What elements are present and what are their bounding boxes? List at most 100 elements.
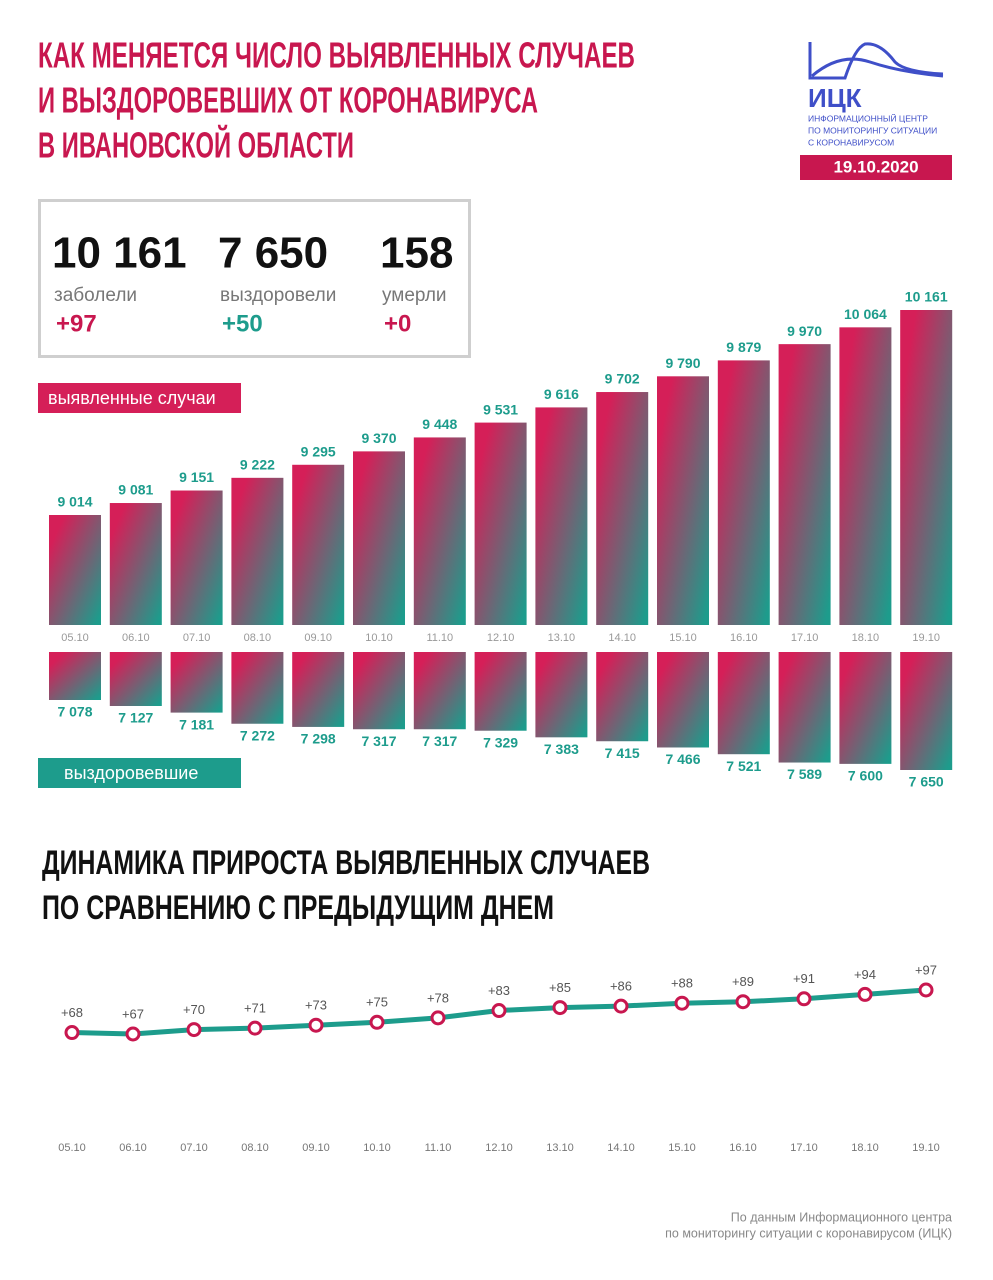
bar [839, 652, 892, 764]
x-tick-label: 16.10 [729, 1142, 757, 1154]
x-tick-label: 19.10 [912, 1142, 940, 1154]
value-label: 9 295 [301, 443, 336, 459]
value-label: +67 [122, 1006, 144, 1021]
value-label: +94 [854, 967, 876, 982]
bar [353, 652, 405, 730]
stat-label: выздоровели [220, 285, 336, 306]
bar [535, 407, 588, 625]
point [735, 994, 751, 1010]
point [796, 991, 812, 1007]
value-label: +71 [244, 1001, 266, 1016]
series-label: выявленные случаи [48, 388, 216, 408]
value-label: 7 181 [179, 716, 214, 732]
bar [170, 490, 223, 625]
value-label: +88 [671, 976, 693, 991]
value-label: 9 790 [665, 355, 700, 371]
title-line: КАК МЕНЯЕТСЯ ЧИСЛО ВЫЯВЛЕННЫХ СЛУЧАЕВ [38, 35, 635, 76]
stat-value: 158 [380, 229, 453, 278]
value-label: 7 298 [301, 731, 336, 747]
series-label: выздоровевшие [64, 763, 198, 783]
logo-text: ИЦК [808, 83, 862, 113]
value-label: 10 161 [905, 289, 948, 305]
bar [596, 392, 649, 625]
bar [231, 477, 284, 625]
bar [292, 652, 345, 727]
x-tick-label: 08.10 [241, 1142, 269, 1154]
date-box [800, 155, 952, 180]
x-tick-label: 09.10 [304, 632, 332, 644]
stat-delta: +97 [56, 310, 97, 337]
point [64, 1025, 80, 1041]
point [247, 1020, 263, 1036]
value-label: +86 [610, 979, 632, 994]
value-label: 7 589 [787, 766, 822, 782]
bar [839, 327, 892, 625]
point [186, 1022, 202, 1038]
bar [717, 360, 770, 625]
value-label: +70 [183, 1002, 205, 1017]
value-label: +97 [915, 962, 937, 977]
value-label: 7 466 [665, 751, 700, 767]
point [613, 998, 629, 1014]
stat-label: заболели [54, 285, 137, 306]
bar [109, 503, 162, 625]
x-tick-label: 05.10 [58, 1142, 86, 1154]
bar [778, 652, 831, 763]
value-label: +75 [366, 995, 388, 1010]
bar [778, 344, 831, 625]
x-tick-label: 09.10 [302, 1142, 330, 1154]
point [491, 1003, 507, 1019]
point [308, 1017, 324, 1033]
stat-value: 7 650 [218, 229, 328, 278]
title-line: В ИВАНОВСКОЙ ОБЛАСТИ [38, 124, 354, 166]
stats-box [38, 199, 471, 358]
value-label: 9 448 [422, 416, 457, 432]
bar [413, 437, 466, 625]
value-label: 9 151 [179, 469, 214, 485]
bar [657, 376, 709, 625]
x-tick-label: 08.10 [244, 632, 272, 644]
x-tick-label: 13.10 [546, 1142, 574, 1154]
value-label: 10 064 [844, 306, 887, 322]
series-label-box [38, 383, 241, 413]
value-label: 7 329 [483, 734, 518, 750]
x-tick-label: 11.10 [425, 1142, 452, 1154]
bar [474, 422, 527, 625]
value-label: +91 [793, 971, 815, 986]
x-tick-label: 06.10 [119, 1142, 147, 1154]
value-label: 9 702 [605, 371, 640, 387]
stat-delta: +0 [384, 310, 411, 337]
x-tick-label: 12.10 [485, 1142, 513, 1154]
x-tick-label: 19.10 [912, 632, 940, 644]
chart-title: ПО СРАВНЕНИЮ С ПРЕДЫДУЩИМ ДНЕМ [42, 889, 554, 927]
value-label: 9 014 [57, 494, 92, 510]
value-label: 7 600 [848, 768, 883, 784]
x-tick-label: 14.10 [607, 1142, 635, 1154]
value-label: +83 [488, 983, 510, 998]
value-label: +89 [732, 974, 754, 989]
x-tick-label: 18.10 [852, 632, 880, 644]
logo-caption: ИНФОРМАЦИОННЫЙ ЦЕНТР [808, 112, 928, 123]
bar [535, 652, 588, 738]
value-label: +68 [61, 1005, 83, 1020]
stat-label: умерли [382, 285, 447, 306]
x-tick-label: 18.10 [851, 1142, 879, 1154]
value-label: 9 222 [240, 457, 275, 473]
logo-caption: ПО МОНИТОРИНГУ СИТУАЦИИ [808, 125, 937, 135]
value-label: +73 [305, 998, 327, 1013]
point [857, 986, 873, 1002]
value-label: 7 127 [118, 710, 153, 726]
stat-value: 10 161 [52, 229, 187, 278]
date: 19.10.2020 [833, 157, 918, 176]
value-label: 7 415 [605, 745, 640, 761]
value-label: 9 970 [787, 323, 822, 339]
bar [717, 652, 770, 755]
bar [413, 652, 466, 730]
x-tick-label: 14.10 [608, 632, 636, 644]
x-tick-label: 10.10 [365, 632, 393, 644]
x-tick-label: 07.10 [180, 1142, 208, 1154]
x-tick-label: 15.10 [669, 632, 697, 644]
title-line: И ВЫЗДОРОВЕВШИХ ОТ КОРОНАВИРУСА [38, 80, 538, 121]
bar [170, 652, 223, 713]
value-label: 7 650 [909, 774, 944, 790]
